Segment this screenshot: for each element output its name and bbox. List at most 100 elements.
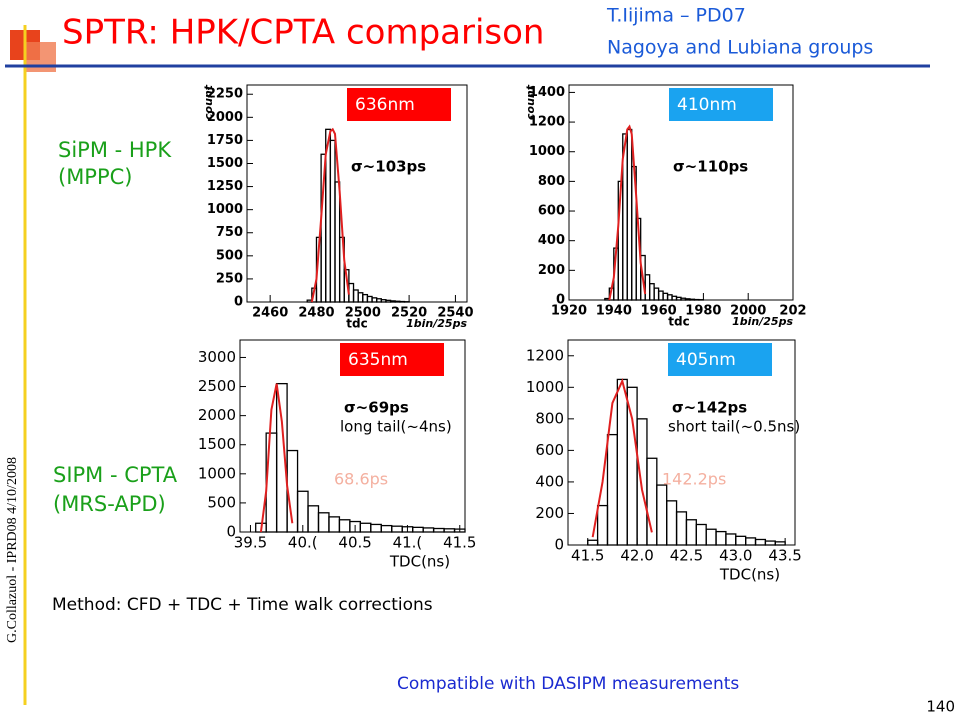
x-tick-label: 42.5 — [670, 547, 703, 565]
tail-note: long tail(~4ns) — [340, 418, 452, 436]
y-tick-label: 1000 — [526, 378, 564, 396]
title: SPTR: HPK/CPTA comparison — [62, 13, 544, 53]
y-tick-label: 0 — [556, 293, 565, 308]
groups: Nagoya and Lubiana groups — [607, 37, 873, 59]
histogram-bar — [774, 541, 786, 546]
y-tick-label: 1200 — [529, 115, 565, 130]
y-tick-label: 1500 — [198, 435, 236, 453]
y-tick-label: 2000 — [198, 406, 236, 424]
y-tick-label: 250 — [216, 271, 243, 286]
x-tick-label: 202 — [779, 304, 806, 319]
bin-note: 1bin/25ps — [732, 315, 793, 328]
sigma-label: σ~69ps — [344, 399, 409, 417]
y-tick-label: 2500 — [198, 377, 236, 395]
x-tick-label: 2480 — [298, 306, 334, 321]
y-tick-label: 0 — [234, 295, 243, 310]
sigma-label: σ~103ps — [351, 158, 426, 176]
x-tick-label: 42.0 — [620, 547, 653, 565]
row-label: SiPM - HPK — [58, 138, 172, 162]
x-tick-label: 2000 — [730, 304, 766, 319]
x-tick-label: 2500 — [345, 306, 381, 321]
x-tick-label: 2540 — [437, 306, 473, 321]
x-tick-label: 1980 — [685, 304, 721, 319]
x-tick-label: 39.5 — [234, 534, 267, 552]
histogram-bar — [389, 300, 396, 303]
x-axis-label: TDC(ns) — [389, 553, 450, 571]
y-tick-label: 0 — [226, 523, 236, 541]
tail-note: short tail(~0.5ns) — [668, 418, 800, 436]
y-tick-label: 0 — [554, 536, 564, 554]
x-axis-label: TDC(ns) — [719, 566, 780, 584]
y-tick-label: 500 — [207, 493, 236, 511]
plot-frame — [246, 84, 468, 303]
y-tick-label: 800 — [535, 409, 564, 427]
y-tick-label: 1500 — [207, 156, 243, 171]
x-tick-label: 43.0 — [719, 547, 752, 565]
row-sublabel: (MRS-APD) — [53, 492, 166, 516]
y-tick-label: 2000 — [207, 110, 243, 125]
author: T.Iijima – PD07 — [606, 5, 746, 27]
y-tick-label: 2250 — [207, 87, 243, 102]
y-tick-label: 200 — [538, 263, 565, 278]
wavelength-label: 635nm — [348, 350, 408, 370]
y-tick-label: 1400 — [529, 85, 565, 100]
x-tick-label: 1940 — [596, 304, 632, 319]
y-tick-label: 500 — [216, 248, 243, 263]
histogram-bar — [689, 298, 696, 301]
row-label: SIPM - CPTA — [53, 463, 178, 487]
x-tick-label: 41.5 — [571, 547, 604, 565]
y-axis-label: count — [524, 84, 537, 120]
fit-note: 68.6ps — [334, 470, 388, 489]
histogram-bar — [394, 300, 401, 303]
wavelength-label: 405nm — [676, 350, 736, 370]
y-tick-label: 600 — [535, 441, 564, 459]
y-axis-label: count — [202, 84, 215, 120]
row-sublabel: (MPPC) — [58, 165, 133, 189]
wavelength-label: 636nm — [355, 95, 415, 115]
sigma-label: σ~110ps — [673, 158, 748, 176]
x-tick-label: 1920 — [551, 304, 587, 319]
x-tick-label: 40.5 — [338, 534, 371, 552]
y-tick-label: 3000 — [198, 348, 236, 366]
bin-note: 1bin/25ps — [406, 317, 467, 330]
fit-curve — [310, 127, 350, 303]
wavelength-label: 410nm — [677, 95, 737, 115]
fit-curve — [608, 124, 647, 301]
histogram-bar — [684, 298, 691, 301]
wavelength-box — [668, 343, 772, 376]
fit-curve — [591, 377, 653, 538]
x-tick-label: 2460 — [252, 306, 288, 321]
x-tick-label: 2520 — [391, 306, 427, 321]
fit-curve — [259, 383, 294, 533]
page-number: 140 — [926, 698, 955, 716]
y-tick-label: 400 — [538, 233, 565, 248]
side-note: G.Collazuol - IPRD08 4/10/2008 — [5, 457, 20, 643]
x-tick-label: 41.5 — [443, 534, 476, 552]
x-axis-label: tdc — [346, 317, 367, 331]
y-tick-label: 400 — [535, 472, 564, 490]
y-tick-label: 1000 — [207, 202, 243, 217]
sigma-label: σ~142ps — [672, 399, 747, 417]
y-tick-label: 1000 — [529, 144, 565, 159]
y-tick-label: 1750 — [207, 133, 243, 148]
wavelength-box — [340, 343, 444, 376]
x-tick-label: 40.( — [288, 534, 318, 552]
y-tick-label: 750 — [216, 225, 243, 240]
fit-note: 142.2ps — [662, 470, 726, 489]
x-tick-label: 41.( — [393, 534, 423, 552]
footer-note: Compatible with DASIPM measurements — [397, 674, 739, 694]
y-tick-label: 1000 — [198, 464, 236, 482]
wavelength-box — [669, 88, 773, 121]
y-tick-label: 1200 — [526, 346, 564, 364]
x-tick-label: 43.5 — [768, 547, 801, 565]
x-axis-label: tdc — [668, 315, 689, 329]
y-tick-label: 200 — [535, 504, 564, 522]
y-tick-label: 1250 — [207, 179, 243, 194]
wavelength-box — [347, 88, 451, 121]
histogram-bar — [453, 528, 466, 533]
y-tick-label: 800 — [538, 174, 565, 189]
x-tick-label: 1960 — [641, 304, 677, 319]
y-tick-label: 600 — [538, 204, 565, 219]
